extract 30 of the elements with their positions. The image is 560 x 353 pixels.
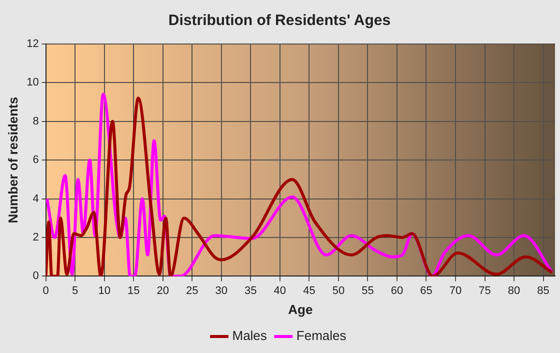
- x-tick-label: 25: [186, 284, 198, 297]
- x-tick-label: 30: [215, 284, 228, 297]
- x-tick-label: 20: [156, 284, 170, 297]
- x-tick-label: 10: [98, 284, 110, 297]
- y-tick-label: 6: [32, 154, 39, 166]
- y-tick-label: 2: [32, 232, 39, 244]
- x-tick-label: 65: [420, 284, 432, 297]
- x-tick-label: 0: [42, 284, 49, 297]
- x-tick-label: 70: [449, 284, 462, 297]
- x-tick-label: 60: [390, 284, 404, 297]
- y-tick-label: 4: [32, 192, 39, 205]
- x-tick-label: 55: [362, 284, 374, 297]
- x-axis-title: Age: [288, 302, 313, 317]
- x-tick-label: 50: [332, 284, 345, 297]
- x-tick-label: 80: [508, 284, 520, 297]
- y-tick-label: 10: [26, 76, 39, 89]
- x-tick-label: 45: [303, 284, 316, 297]
- x-tick-label: 5: [72, 284, 78, 297]
- y-tick-label: 0: [32, 270, 39, 282]
- y-tick-label: 8: [32, 115, 39, 128]
- legend-label: Females: [296, 328, 347, 344]
- chart-title: Distribution of Residents' Ages: [168, 12, 391, 30]
- x-tick-label: 85: [537, 284, 550, 297]
- x-tick-label: 40: [274, 284, 286, 297]
- x-tick-label: 15: [127, 284, 140, 297]
- legend-label: Males: [232, 328, 268, 344]
- y-axis-title: Number of residents: [5, 96, 20, 224]
- x-tick-label: 35: [244, 284, 257, 297]
- y-tick-label: 12: [26, 38, 39, 50]
- x-tick-label: 75: [478, 284, 491, 297]
